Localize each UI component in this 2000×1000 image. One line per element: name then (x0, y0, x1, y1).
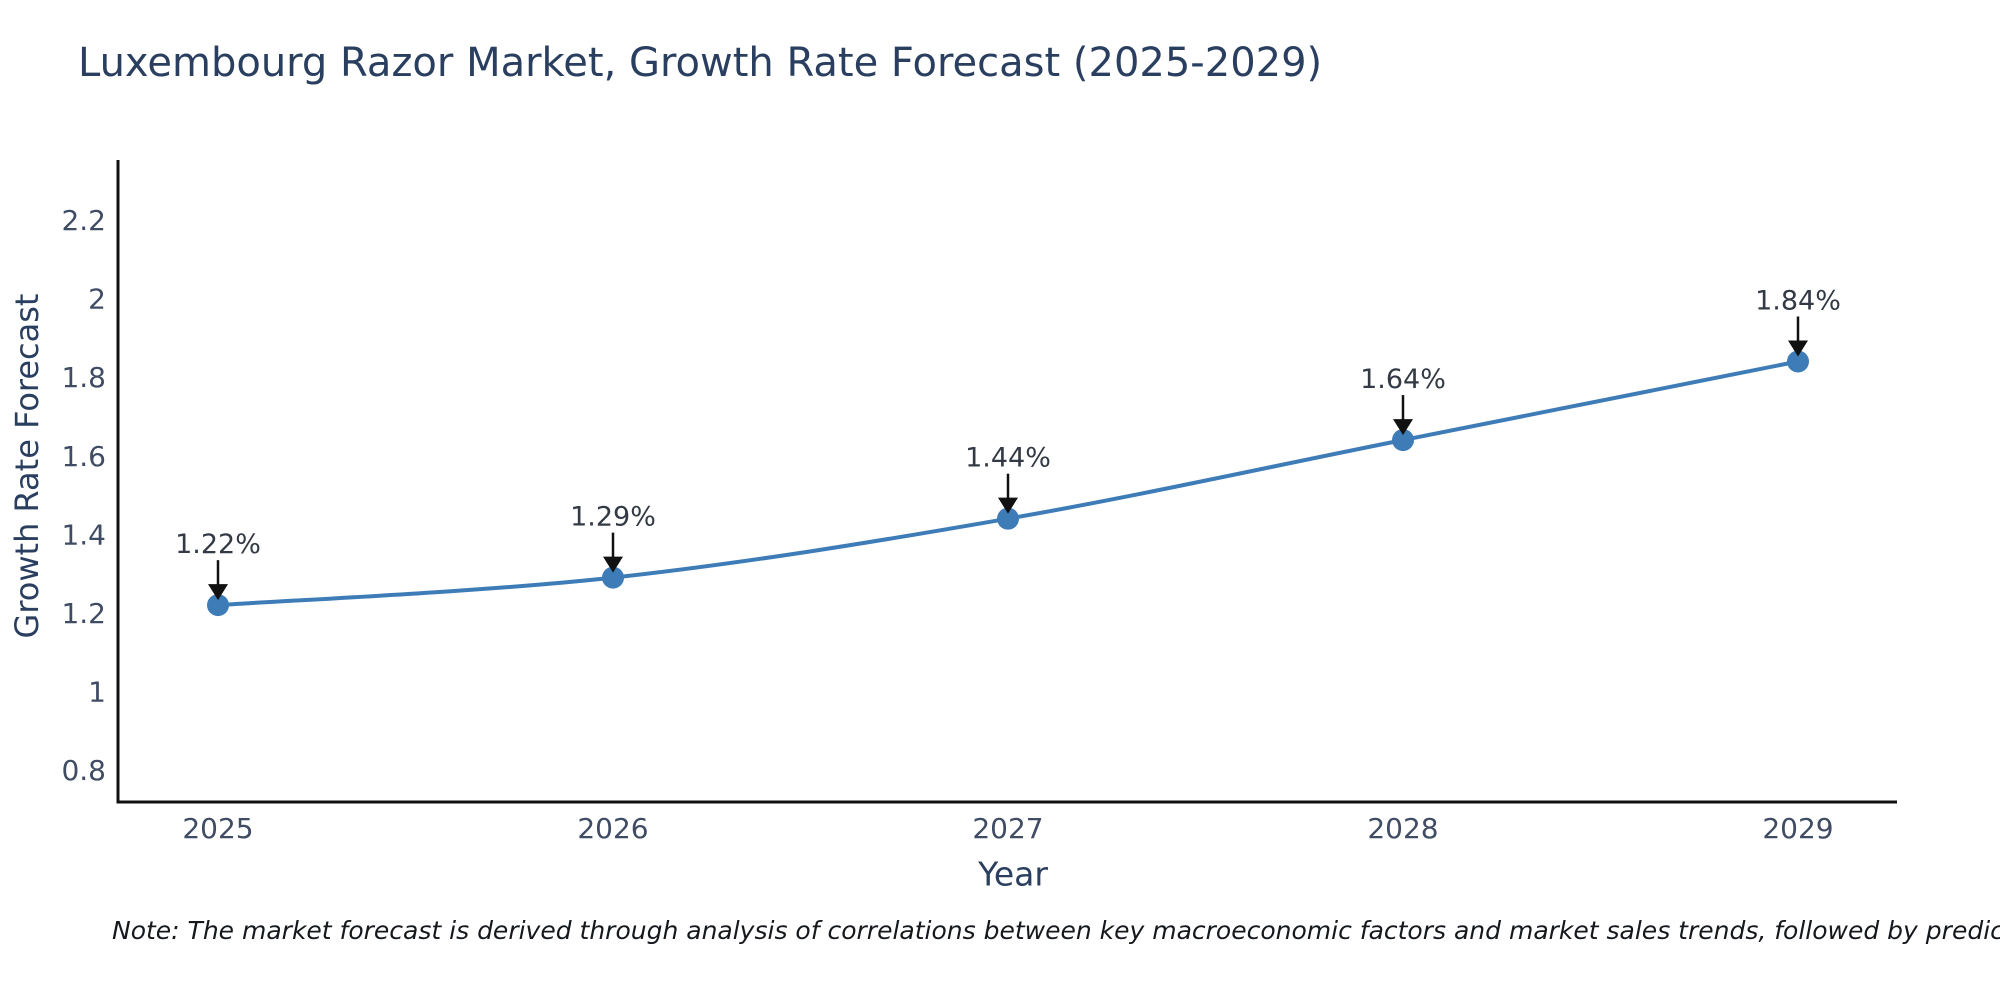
x-axis-title: Year (978, 854, 1048, 894)
annotation-arrowhead (1788, 340, 1808, 357)
annotation-label: 1.22% (175, 529, 261, 560)
y-tick-label: 1 (88, 676, 106, 709)
annotation-label: 1.64% (1360, 364, 1446, 395)
x-tick-label: 2026 (577, 812, 648, 845)
x-tick-label: 2025 (182, 812, 253, 845)
data-point-marker (207, 594, 229, 617)
y-tick-label: 2 (88, 283, 106, 316)
chart-title: Luxembourg Razor Market, Growth Rate For… (78, 40, 1323, 86)
footnote: Note: The market forecast is derived thr… (112, 916, 2000, 945)
y-tick-label: 1.4 (61, 518, 106, 551)
y-tick-label: 0.8 (61, 754, 106, 787)
y-tick-label: 2.2 (61, 204, 106, 237)
annotation-label: 1.84% (1755, 285, 1841, 316)
annotation-arrowhead (603, 556, 623, 573)
data-point-marker (1787, 350, 1809, 373)
y-tick-label: 1.6 (61, 440, 106, 473)
y-tick-label: 1.2 (61, 597, 106, 630)
annotation-arrowhead (1393, 419, 1413, 436)
x-tick-label: 2028 (1367, 812, 1438, 845)
x-tick-label: 2029 (1762, 812, 1833, 845)
data-point-marker (602, 566, 624, 589)
annotation-arrowhead (998, 497, 1018, 514)
data-point-marker (997, 507, 1019, 530)
data-point-marker (1392, 429, 1414, 452)
x-tick-label: 2027 (972, 812, 1043, 845)
annotation-arrowhead (208, 584, 228, 601)
annotation-label: 1.44% (965, 443, 1051, 474)
annotation-label: 1.29% (570, 502, 656, 533)
y-tick-label: 1.8 (61, 361, 106, 394)
